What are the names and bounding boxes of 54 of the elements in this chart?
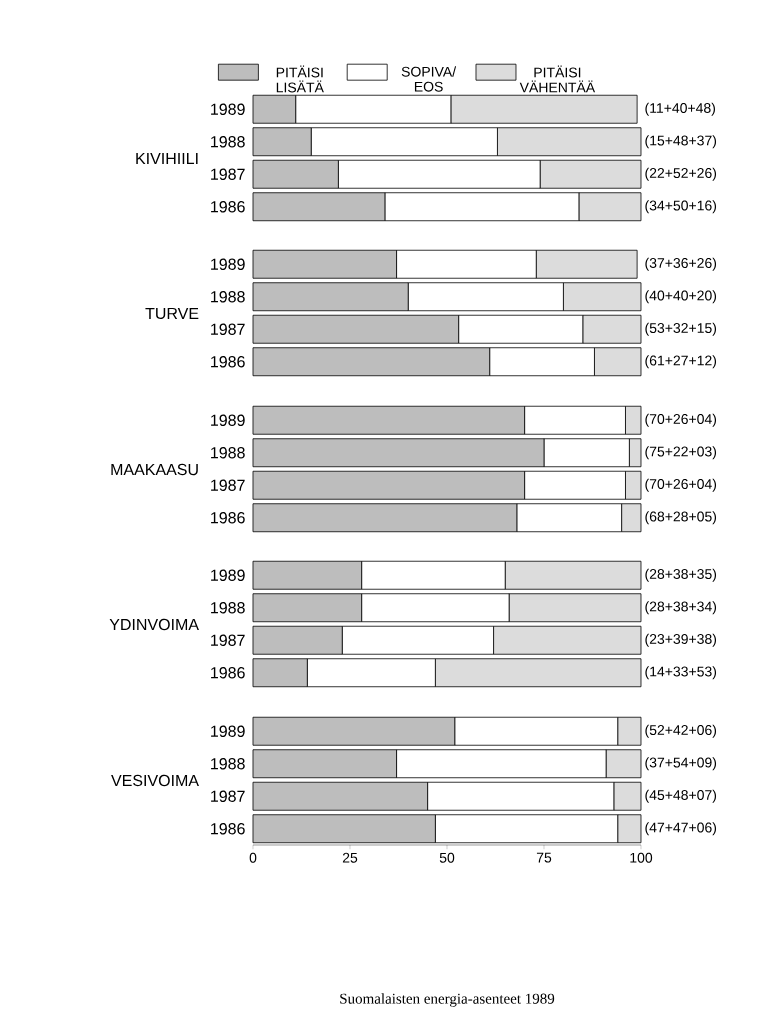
data-label: (37+54+09) [645,757,717,771]
data-label: (23+39+38) [645,633,717,647]
y-tick-label: 1989 [211,258,245,270]
data-label: (14+33+53) [645,666,717,680]
y-tick-label: 1989 [211,569,245,581]
x-tick-label: 75 [536,852,552,863]
legend-label: SOPIVA/ EOS [401,66,457,92]
data-label: (28+38+34) [645,601,717,615]
text: Suomalaisten energia-asenteet 1989 [340,993,555,1007]
y-tick-label: 1986 [211,512,245,524]
data-label: (40+40+20) [645,290,717,304]
data-label: (68+28+05) [645,511,717,525]
data-label: (28+38+35) [645,568,717,582]
text: VESIVOIMA [111,774,199,787]
data-label: (61+27+12) [645,355,717,369]
x-tick-label: 0 [249,852,257,863]
y-tick-label: 1986 [211,201,245,213]
text: YDINVOIMA [109,618,199,631]
y-tick-label: 1987 [211,479,245,491]
y-tick-label: 1989 [211,414,245,426]
legend-label: PITÄISI LISÄTÄ [276,65,324,93]
text: TURVE [145,307,199,320]
data-label: (37+36+26) [645,257,717,271]
x-tick-label: 50 [439,852,455,863]
data-label: (75+22+03) [645,446,717,460]
y-tick-label: 1986 [211,356,245,368]
y-tick-label: 1986 [211,823,245,835]
legend-label: PITÄISI VÄHENTÄÄ [519,65,596,93]
data-label: (53+32+15) [645,322,717,336]
text: MAAKAASU [111,463,198,476]
y-tick-label: 1988 [211,136,245,148]
y-tick-label: 1988 [211,447,245,459]
x-tick-label: 100 [630,852,653,863]
data-label: (47+47+06) [645,822,717,836]
y-tick-label: 1988 [211,291,245,303]
x-tick-label: 25 [342,852,358,863]
y-tick-label: 1986 [211,667,245,679]
y-tick-label: 1988 [211,758,245,770]
text: KIVIHIILI [136,152,198,164]
data-label: (15+48+37) [645,135,717,149]
data-label: (52+42+06) [645,724,717,738]
y-tick-label: 1988 [211,602,245,614]
y-tick-label: 1989 [211,103,245,115]
y-tick-label: 1989 [211,725,245,737]
data-label: (70+26+04) [645,413,717,427]
y-tick-label: 1987 [211,634,245,646]
y-tick-label: 1987 [211,323,245,335]
y-tick-label: 1987 [211,168,245,180]
data-label: (70+26+04) [645,478,717,492]
y-tick-label: 1987 [211,790,245,802]
data-label: (34+50+16) [645,200,717,214]
data-label: (22+52+26) [645,167,717,181]
data-label: (45+48+07) [645,789,717,803]
data-label: (11+40+48) [645,102,716,116]
